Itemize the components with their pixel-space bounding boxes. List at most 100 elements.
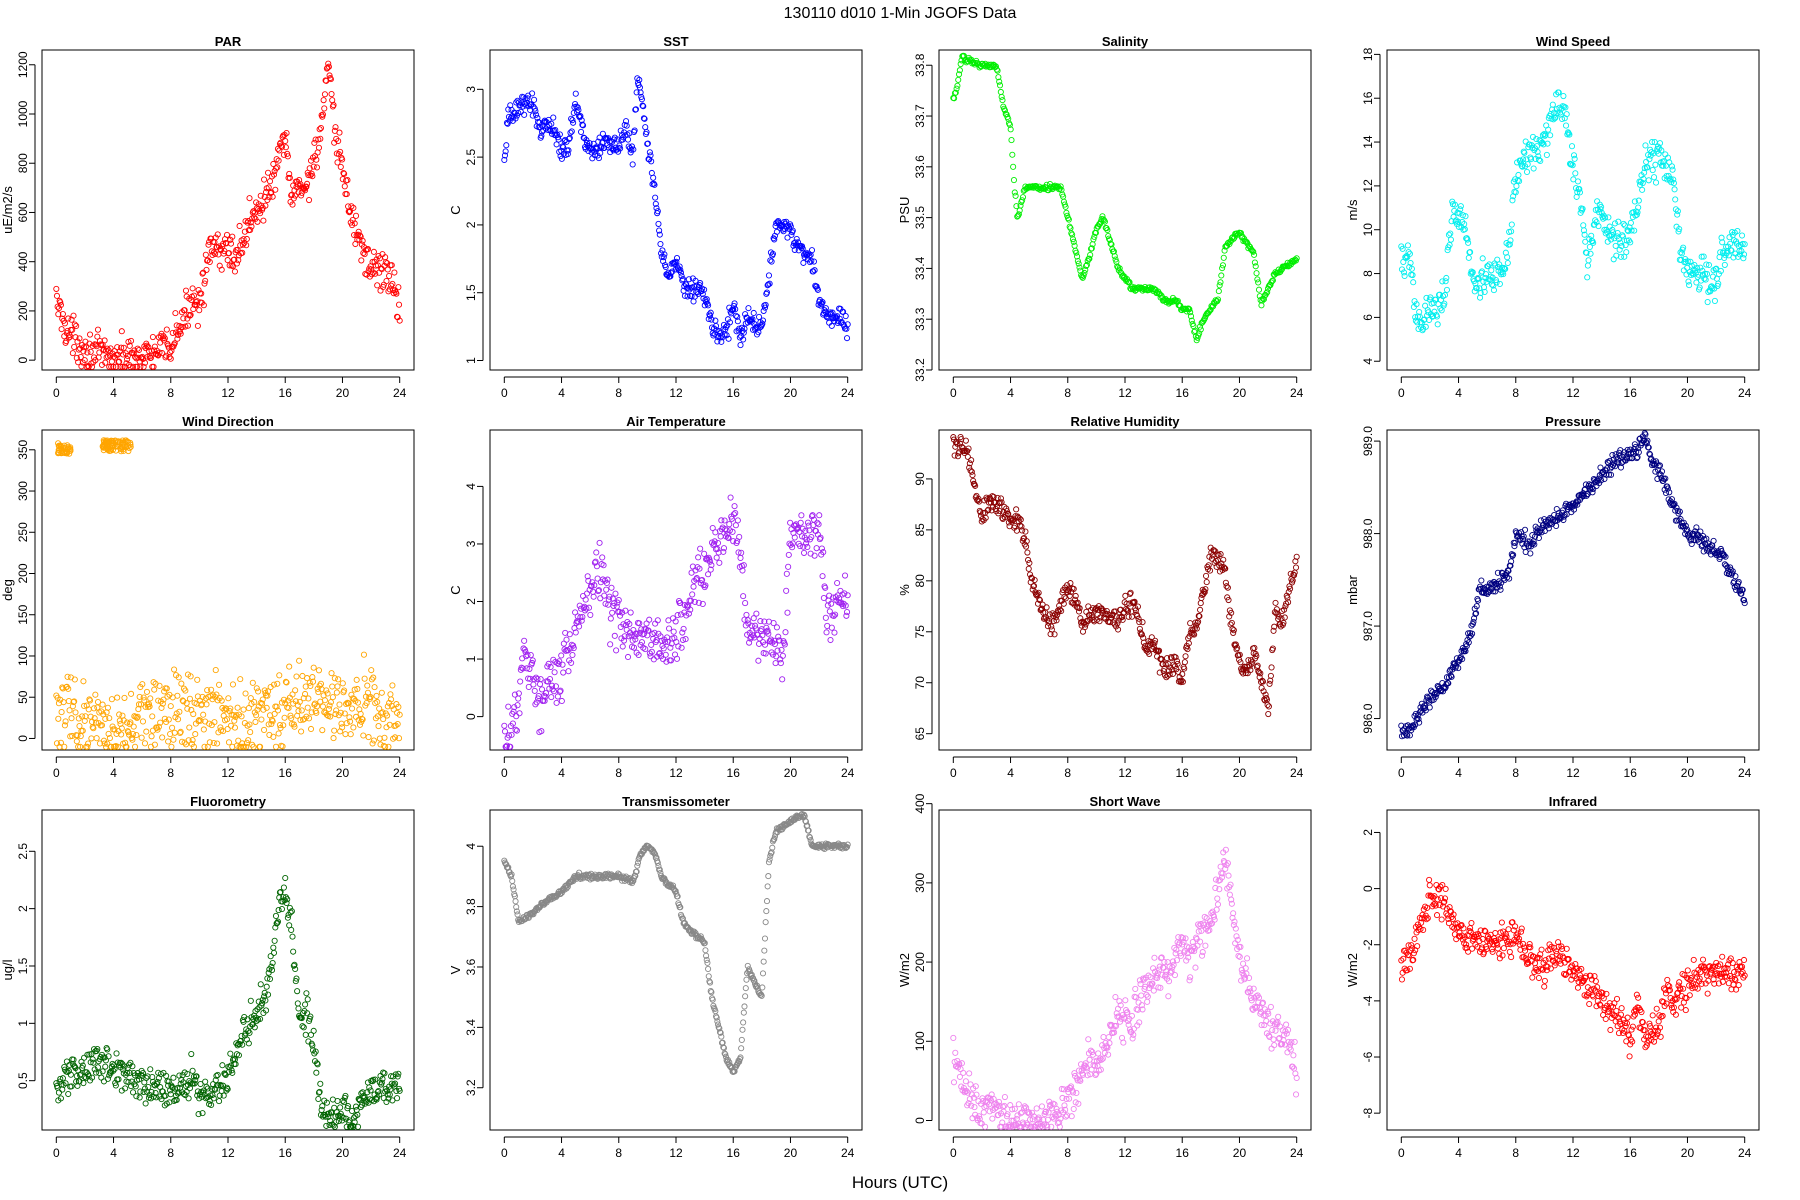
data-point	[769, 250, 776, 257]
data-point	[381, 734, 388, 741]
data-point	[995, 74, 1002, 81]
data-point	[1622, 242, 1629, 249]
y-tick-label: 33.6	[913, 155, 927, 179]
data-point	[654, 208, 661, 215]
data-point	[159, 734, 166, 741]
data-point	[636, 76, 643, 83]
data-point	[294, 181, 301, 188]
data-point	[253, 685, 260, 692]
data-point	[1674, 211, 1681, 218]
data-point	[534, 676, 541, 683]
data-point	[302, 690, 309, 698]
data-point	[196, 307, 203, 314]
data-point	[734, 313, 741, 320]
data-point	[72, 709, 79, 716]
data-point	[808, 257, 815, 264]
data-point	[304, 180, 311, 187]
data-point	[225, 250, 233, 257]
data-point	[71, 343, 78, 351]
data-point	[1215, 288, 1222, 295]
data-point	[712, 322, 720, 330]
data-point	[1570, 152, 1578, 159]
panel-title: SST	[663, 34, 688, 49]
data-point	[1091, 233, 1098, 240]
data-point	[1598, 203, 1605, 210]
x-tick-label: 0	[53, 1146, 60, 1160]
panel-title: Pressure	[1545, 414, 1601, 429]
data-point	[389, 280, 396, 287]
data-point	[750, 309, 757, 317]
data-point	[636, 620, 643, 627]
data-point	[1459, 212, 1466, 219]
data-point	[177, 728, 184, 735]
data-point	[313, 156, 320, 163]
data-point	[789, 227, 796, 234]
data-point	[257, 743, 264, 750]
panel-title: PAR	[215, 34, 242, 49]
data-point	[593, 549, 600, 556]
data-point	[280, 722, 287, 729]
data-point	[314, 685, 321, 692]
data-point	[593, 144, 600, 151]
data-point	[1566, 131, 1573, 138]
data-point	[1006, 121, 1013, 128]
data-point	[331, 727, 338, 734]
data-point	[59, 310, 66, 318]
data-point	[548, 682, 555, 689]
data-point	[1667, 175, 1674, 182]
data-point	[642, 646, 649, 653]
data-point	[368, 667, 375, 674]
y-tick-label: 6	[1361, 314, 1375, 321]
data-point	[599, 554, 606, 561]
x-axis: 0 4 8 12 16 20 24	[501, 376, 855, 400]
data-point	[624, 653, 632, 661]
data-point	[374, 262, 381, 269]
data-point	[1461, 226, 1468, 233]
data-point	[291, 723, 298, 730]
y-tick-label: 1000	[16, 100, 30, 127]
data-point	[169, 724, 176, 731]
data-point	[554, 659, 561, 666]
data-point	[275, 730, 282, 737]
data-point	[87, 697, 94, 704]
x-tick-label: 0	[1398, 766, 1405, 780]
data-point	[270, 681, 278, 688]
data-point	[1414, 319, 1421, 326]
y-axis-label: deg	[0, 579, 15, 601]
x-tick-label: 16	[1176, 386, 1190, 400]
data-point	[1481, 288, 1488, 296]
data-point	[367, 693, 374, 701]
data-point	[269, 718, 276, 725]
data-point	[321, 697, 328, 704]
data-point	[200, 726, 207, 733]
data-point	[645, 627, 652, 634]
data-point	[1569, 162, 1576, 169]
data-point	[1574, 189, 1581, 196]
data-point	[202, 277, 209, 284]
data-point	[90, 705, 98, 712]
data-point	[622, 118, 630, 125]
data-point	[561, 646, 568, 653]
data-point	[208, 686, 215, 693]
data-point	[625, 633, 632, 640]
y-tick-label: 1	[464, 655, 478, 662]
data-point	[510, 708, 517, 715]
data-point	[611, 632, 618, 639]
data-point	[1650, 174, 1658, 181]
data-point	[89, 724, 96, 731]
y-tick-label: 987.0	[1361, 611, 1375, 641]
data-point	[1596, 209, 1603, 216]
data-point	[84, 743, 91, 750]
data-point	[194, 322, 201, 329]
data-point	[147, 354, 154, 361]
data-point	[79, 727, 86, 734]
data-point	[626, 620, 633, 628]
y-tick-label: 1	[16, 1020, 30, 1027]
data-point	[340, 169, 347, 177]
data-point	[73, 322, 80, 329]
data-point	[85, 740, 92, 747]
data-point	[391, 269, 398, 276]
data-point	[311, 139, 318, 146]
